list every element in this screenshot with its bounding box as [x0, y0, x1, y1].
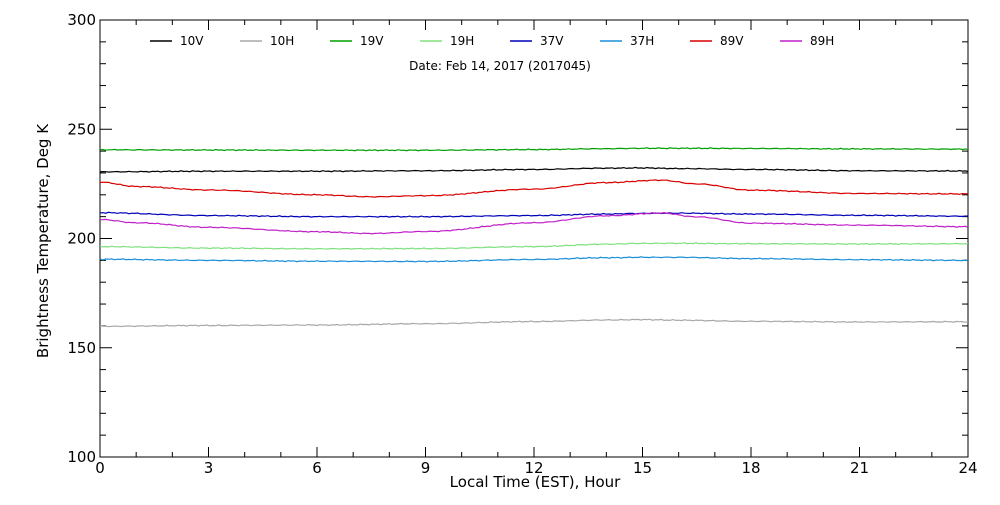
- legend-label-10v: 10V: [180, 34, 204, 48]
- legend-label-89v: 89V: [720, 34, 744, 48]
- x-tick-label: 24: [958, 459, 977, 477]
- series-line-19v: [99, 147, 969, 152]
- x-axis-title: Local Time (EST), Hour: [450, 473, 621, 491]
- legend-label-19h: 19H: [450, 34, 474, 48]
- axes: 0 3 6 9 12 15 18 21 24 100 150 200 250 300: [67, 11, 977, 477]
- y-tick-label: 150: [67, 339, 96, 357]
- x-tick-label: 21: [850, 459, 869, 477]
- x-tick-label: 15: [633, 459, 652, 477]
- legend: 10V 10H 19V 19H 37V 37H 89V 89H: [150, 34, 834, 48]
- series-lines: [99, 147, 969, 328]
- y-axis-title: Brightness Temperature, Deg K: [34, 123, 52, 358]
- legend-label-19v: 19V: [360, 34, 384, 48]
- x-tick-label: 12: [524, 459, 543, 477]
- x-tick-label: 9: [421, 459, 431, 477]
- legend-label-37v: 37V: [540, 34, 564, 48]
- legend-label-10h: 10H: [270, 34, 294, 48]
- y-tick-label: 250: [67, 120, 96, 138]
- plot-frame: [99, 19, 969, 458]
- series-line-37h: [99, 256, 969, 263]
- series-line-19h: [99, 242, 969, 250]
- y-tick-label: 100: [67, 448, 96, 466]
- x-tick-label: 0: [95, 459, 105, 477]
- series-line-89v: [99, 179, 969, 198]
- x-tick-label: 3: [204, 459, 214, 477]
- y-tick-label: 300: [67, 11, 96, 29]
- series-line-37v: [99, 211, 969, 218]
- series-line-10h: [99, 318, 969, 328]
- y-tick-label: 200: [67, 230, 96, 248]
- series-line-10v: [99, 166, 969, 173]
- legend-label-89h: 89H: [810, 34, 834, 48]
- legend-label-37h: 37H: [630, 34, 654, 48]
- series-line-89h: [99, 211, 969, 235]
- chart-subtitle: Date: Feb 14, 2017 (2017045): [409, 59, 591, 73]
- x-tick-label: 18: [741, 459, 760, 477]
- x-tick-label: 6: [312, 459, 322, 477]
